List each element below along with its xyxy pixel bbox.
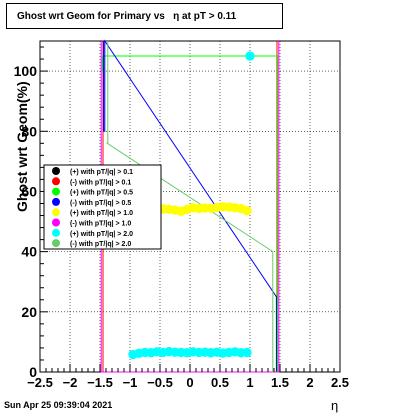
legend-marker [52, 239, 60, 248]
series-step-line [105, 41, 274, 372]
data-point [242, 347, 252, 358]
legend-entry: (-) with pT/|q| > 1.0 [70, 221, 131, 228]
data-point [245, 51, 255, 61]
legend: (+) with pT/|q| > 0.1 (-) with pT/|q| > 0… [43, 164, 162, 250]
legend-marker [52, 218, 60, 227]
legend-entry: (+) with pT/|q| > 0.1 [70, 169, 133, 176]
x-axis-label: η [331, 398, 339, 413]
legend-marker [52, 177, 60, 186]
x-tick-label: 0.5 [211, 375, 229, 390]
x-tick-label: 2 [306, 375, 313, 390]
legend-entry: (-) with pT/|q| > 2.0 [70, 241, 131, 248]
legend-entry: (-) with pT/|q| > 0.1 [70, 179, 131, 186]
legend-entry: (-) with pT/|q| > 0.5 [70, 200, 131, 207]
x-tick-label: −0.5 [147, 375, 173, 390]
title-box: Ghost wrt Geom for Primary vs η at pT > … [6, 3, 283, 29]
legend-entry: (+) with pT/|q| > 0.5 [70, 190, 133, 197]
timestamp-footer: Sun Apr 25 09:39:04 2021 [4, 400, 113, 410]
x-tick-label: 0 [186, 375, 193, 390]
y-tick-label: 20 [21, 304, 37, 320]
legend-marker [52, 208, 60, 217]
x-tick-label: −1.5 [87, 375, 113, 390]
data-points [128, 51, 255, 360]
x-tick-label: 1 [246, 375, 253, 390]
x-tick-label: 1.5 [271, 375, 289, 390]
x-tick-label: −2 [63, 375, 78, 390]
y-tick-label: 80 [21, 123, 37, 139]
legend-marker [52, 228, 60, 237]
y-tick-label: 0 [29, 364, 37, 380]
series-step-line [101, 55, 279, 372]
legend-marker [52, 197, 60, 206]
series-step-line [103, 39, 277, 372]
legend-marker [52, 167, 60, 175]
legend-entry: (+) with pT/|q| > 2.0 [70, 231, 133, 238]
data-point [242, 206, 252, 216]
y-tick-label: 40 [21, 244, 37, 260]
legend-box [43, 164, 162, 250]
legend-marker [52, 187, 60, 196]
y-tick-label: 60 [21, 183, 37, 199]
axes: −2.5 −2 −1.5 −1 −0.5 0 0.5 1 1.5 2 2.5 0 20 40 60 80 100 [14, 46, 349, 390]
y-tick-label: 100 [14, 63, 38, 79]
x-tick-label: −2.5 [27, 375, 53, 390]
legend-entry: (+) with pT/|q| > 1.0 [70, 210, 133, 217]
x-tick-label: 2.5 [331, 375, 349, 390]
chart-title: Ghost wrt Geom for Primary vs η at pT > … [17, 11, 237, 22]
x-tick-label: −1 [123, 375, 138, 390]
y-axis-label: Ghost wrt Geom(%) [14, 81, 30, 212]
